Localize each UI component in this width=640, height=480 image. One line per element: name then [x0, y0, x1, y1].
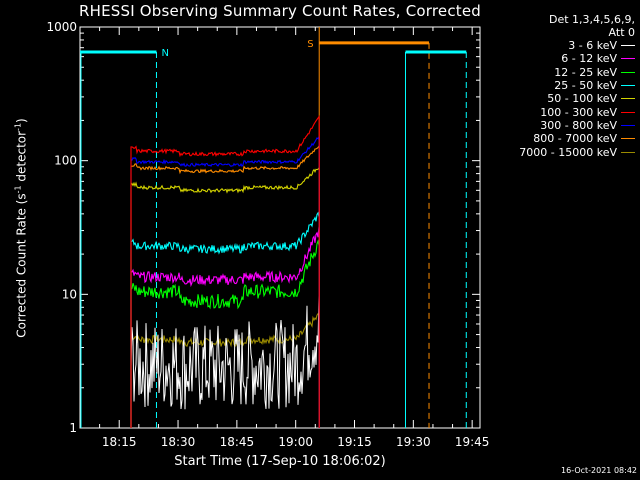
- x-tick-label: 19:15: [337, 435, 372, 449]
- legend-swatch: [621, 124, 635, 126]
- legend-item: 800 - 7000 keV: [480, 132, 635, 145]
- legend-swatch: [621, 98, 635, 100]
- series-line-1: [130, 226, 320, 428]
- legend-label: 800 - 7000 keV: [533, 132, 617, 146]
- series-line-6: [130, 136, 320, 428]
- x-tick-label: 18:45: [220, 435, 255, 449]
- series-line-7: [130, 144, 320, 428]
- series-line-4: [130, 166, 320, 428]
- y-tick-label: 1000: [46, 20, 77, 34]
- event-label-1: S: [307, 39, 313, 50]
- legend-label: 25 - 50 keV: [554, 79, 617, 93]
- legend-label: 6 - 12 keV: [561, 52, 617, 66]
- legend-label: 12 - 25 keV: [554, 65, 617, 79]
- legend-item: 7000 - 15000 keV: [480, 145, 635, 159]
- x-tick-label: 18:15: [102, 435, 137, 449]
- legend-item: 3 - 6 keV: [480, 39, 635, 52]
- legend-swatch: [621, 111, 635, 113]
- x-tick-label: 19:00: [278, 435, 313, 449]
- legend-label: 3 - 6 keV: [568, 39, 617, 53]
- legend-item: 300 - 800 keV: [480, 119, 635, 132]
- legend-swatch: [621, 151, 635, 153]
- legend-swatch: [621, 58, 635, 60]
- legend-swatch: [621, 85, 635, 87]
- legend-label: 100 - 300 keV: [540, 105, 617, 119]
- y-tick-label: 100: [54, 154, 77, 168]
- series-line-0: [130, 295, 320, 428]
- chart-title: RHESSI Observing Summary Count Rates, Co…: [78, 2, 481, 20]
- legend-label: 300 - 800 keV: [540, 118, 617, 132]
- x-axis-label: Start Time (17-Sep-10 18:06:02): [174, 454, 386, 469]
- x-tick-label: 19:45: [455, 435, 490, 449]
- legend-item: 50 - 100 keV: [480, 92, 635, 105]
- legend-label: 7000 - 15000 keV: [519, 145, 617, 159]
- y-axis-label: Corrected Count Rate (s-1 detector-1): [13, 118, 29, 338]
- legend-label: 50 - 100 keV: [547, 92, 617, 106]
- legend-swatch: [621, 138, 635, 140]
- legend-item: 100 - 300 keV: [480, 105, 635, 119]
- event-label-0: N: [161, 48, 168, 59]
- legend-item: 6 - 12 keV: [480, 52, 635, 65]
- legend: Det 1,3,4,5,6,9, Att 0 3 - 6 keV 6 - 12 k…: [480, 13, 635, 159]
- plot-frame: [79, 26, 481, 429]
- legend-header-1: Det 1,3,4,5,6,9,: [548, 13, 635, 26]
- x-tick-label: 18:30: [161, 435, 196, 449]
- x-tick-label: 19:30: [396, 435, 431, 449]
- legend-swatch: [621, 45, 635, 47]
- y-tick-label: 1: [69, 421, 77, 435]
- legend-header-2: Att 0: [608, 26, 635, 39]
- legend-swatch: [621, 71, 635, 73]
- series-line-5: [130, 115, 320, 428]
- legend-item: 12 - 25 keV: [480, 66, 635, 79]
- series-line-2: [130, 239, 320, 428]
- series-line-3: [130, 211, 320, 428]
- timestamp: 16-Oct-2021 08:42: [561, 466, 637, 475]
- y-tick-label: 10: [62, 287, 77, 301]
- legend-item: 25 - 50 keV: [480, 79, 635, 92]
